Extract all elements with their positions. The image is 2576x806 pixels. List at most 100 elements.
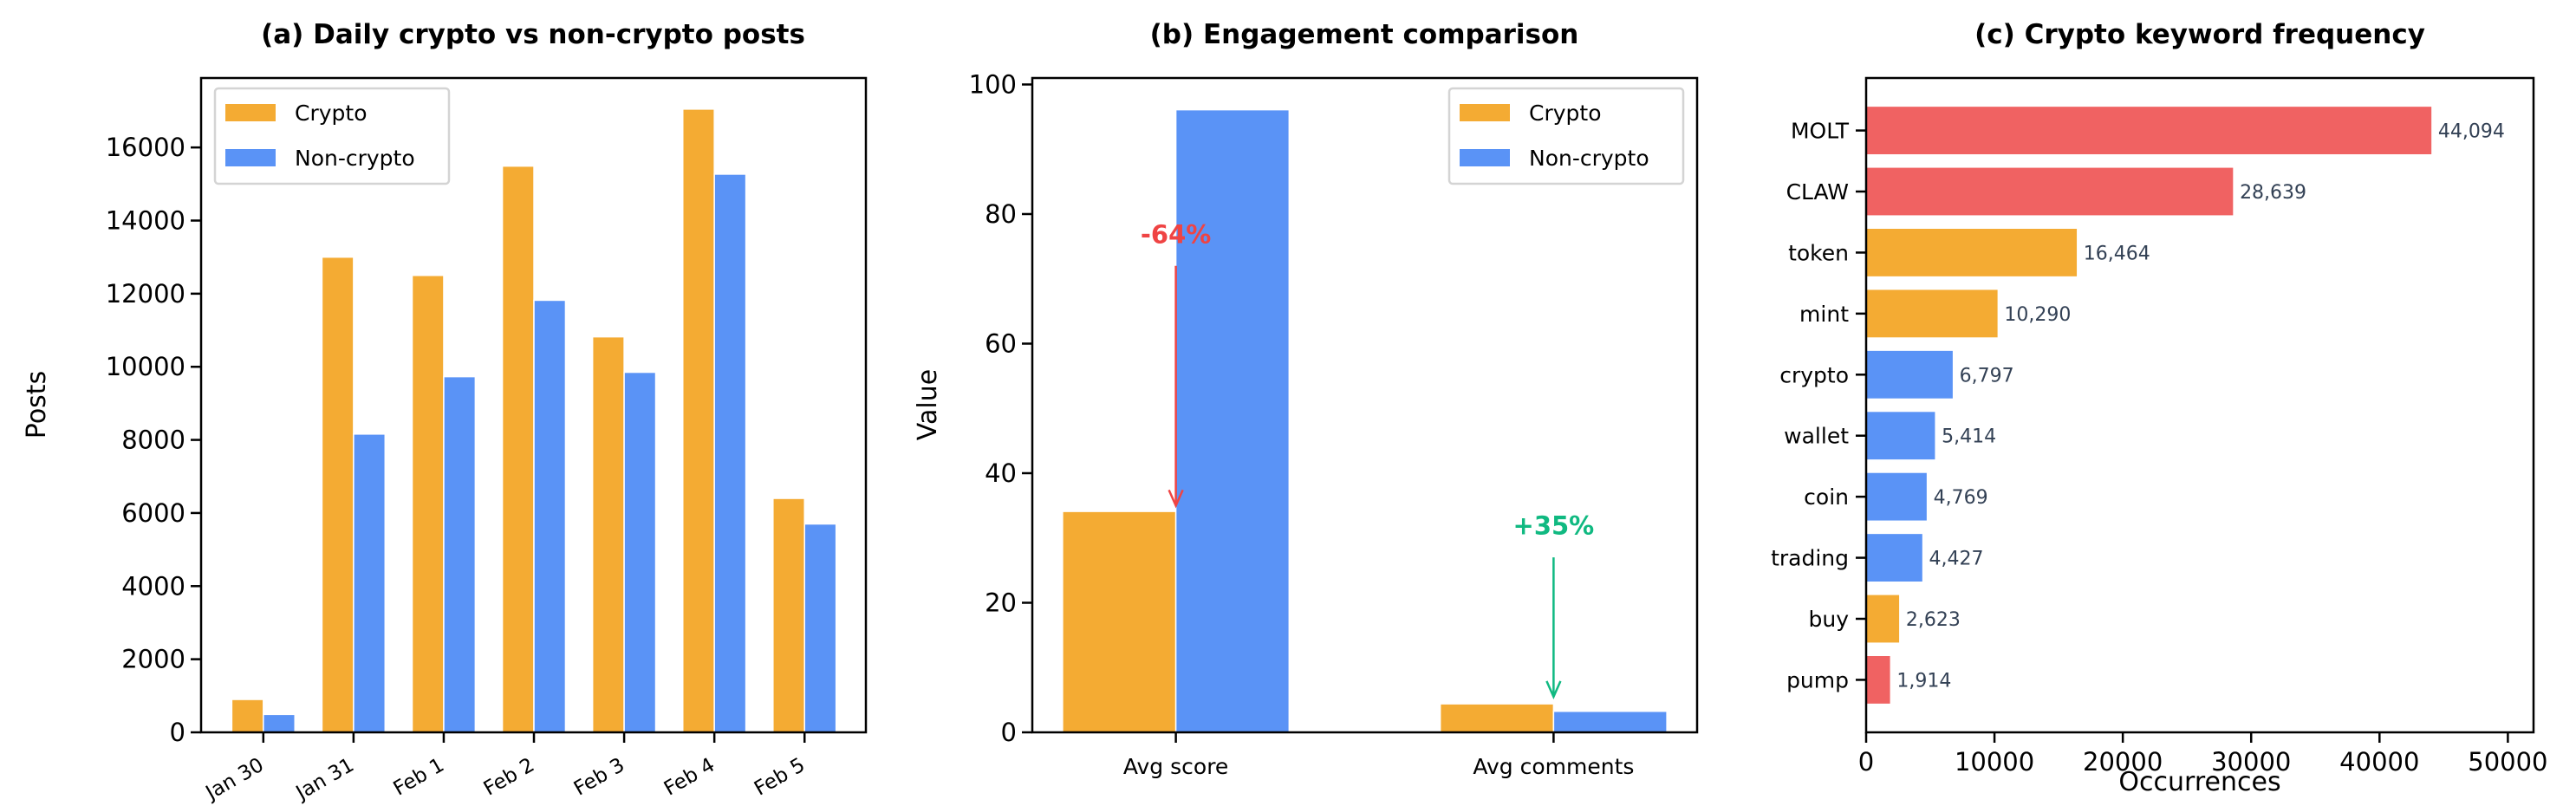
legend-label-crypto: Crypto: [1529, 101, 1602, 126]
x-tick-label: Avg score: [1123, 754, 1228, 779]
x-tick-label: Feb 3: [570, 754, 628, 801]
y-tick-label: pump: [1786, 667, 1849, 692]
bar-crypto-feb-3: [591, 335, 625, 733]
y-tick-label: 0: [170, 718, 185, 747]
value-label: 16,464: [2084, 243, 2150, 264]
panel-c-title: (c) Crypto keyword frequency: [1974, 19, 2425, 50]
legend-label-non-crypto: Non-crypto: [295, 146, 415, 171]
y-tick-label: MOLT: [1791, 119, 1850, 144]
x-tick-label: 40000: [2339, 747, 2419, 777]
bar-crypto-feb-2: [501, 165, 535, 733]
legend-label-non-crypto: Non-crypto: [1529, 146, 1649, 171]
y-tick-label: 60: [985, 328, 1017, 358]
panel-a-title: (a) Daily crypto vs non-crypto posts: [261, 19, 805, 50]
y-tick-label: 14000: [106, 205, 185, 235]
bar-non-crypto-feb-3: [623, 371, 657, 733]
bar-molt: [1865, 105, 2433, 156]
bar-non-crypto-jan-30: [263, 713, 296, 733]
bar-non-crypto-avg-score: [1174, 108, 1291, 733]
bar-wallet: [1865, 410, 1936, 461]
panel-c-xlabel: Occurrences: [2118, 767, 2280, 797]
y-tick-label: 2000: [121, 645, 185, 674]
bar-pump: [1865, 654, 1892, 705]
annotation-label: -64%: [1141, 219, 1211, 249]
legend-swatch-non-crypto: [225, 149, 276, 166]
y-tick-label: crypto: [1779, 362, 1849, 387]
panel-b-title: (b) Engagement comparison: [1150, 19, 1579, 50]
x-tick-label: 50000: [2468, 747, 2547, 777]
value-label: 10,290: [2004, 304, 2071, 326]
bar-mint: [1865, 288, 2000, 339]
legend-swatch-crypto: [225, 104, 276, 121]
bar-non-crypto-feb-1: [443, 375, 477, 733]
value-label: 5,414: [1942, 426, 1996, 448]
x-tick-label: Jan 31: [291, 754, 358, 806]
y-tick-label: CLAW: [1786, 179, 1849, 205]
panel-b-ylabel: Value: [913, 369, 943, 440]
x-tick-label: Feb 5: [751, 754, 809, 801]
value-label: 44,094: [2438, 121, 2505, 143]
y-tick-label: 4000: [121, 571, 185, 601]
bar-crypto-avg-score: [1062, 510, 1177, 733]
y-tick-label: 0: [1001, 718, 1017, 747]
y-tick-label: buy: [1808, 607, 1849, 632]
legend-label-crypto: Crypto: [295, 101, 368, 126]
bar-non-crypto-feb-5: [803, 523, 837, 733]
bar-non-crypto-jan-31: [353, 433, 387, 733]
bar-non-crypto-feb-2: [533, 299, 567, 733]
y-tick-label: 80: [985, 199, 1017, 229]
value-label: 28,639: [2240, 182, 2306, 204]
x-tick-label: Feb 4: [660, 754, 719, 801]
value-label: 4,427: [1929, 549, 1984, 570]
y-tick-label: token: [1788, 240, 1849, 265]
bar-crypto-feb-5: [772, 497, 805, 733]
axes-frame: [1031, 76, 1699, 734]
bar-non-crypto-feb-4: [713, 173, 747, 733]
y-tick-label: 10000: [106, 352, 185, 381]
y-tick-label: 20: [985, 588, 1017, 617]
panel-b: (b) Engagement comparison Value 0 20 40 60 8…: [913, 19, 1699, 779]
y-tick-label: 100: [969, 69, 1017, 99]
x-tick-label: Jan 30: [201, 754, 268, 806]
x-tick-label: 20000: [2083, 747, 2163, 777]
arrow-down-icon: [1545, 680, 1562, 699]
y-tick-label: mint: [1799, 302, 1849, 327]
bar-crypto-feb-1: [411, 275, 445, 733]
y-tick-label: 6000: [121, 498, 185, 528]
value-label: 2,623: [1906, 609, 1961, 631]
x-tick-label: 30000: [2211, 747, 2291, 777]
x-tick-label: 10000: [1955, 747, 2034, 777]
bar-token: [1865, 227, 2078, 278]
y-tick-label: 16000: [106, 133, 185, 162]
y-tick-label: trading: [1771, 546, 1849, 571]
panel-a: (a) Daily crypto vs non-crypto posts Pos…: [22, 19, 868, 806]
legend-swatch-non-crypto: [1460, 149, 1510, 166]
arrow-down-icon: [1168, 489, 1184, 509]
annotation-label: +35%: [1513, 511, 1595, 541]
y-tick-label: coin: [1804, 484, 1849, 510]
bar-crypto-feb-4: [681, 108, 715, 733]
y-tick-label: 40: [985, 458, 1017, 488]
y-tick-label: 12000: [106, 279, 185, 309]
x-tick-label: Avg comments: [1473, 754, 1634, 779]
bar-crypto-avg-comments: [1439, 703, 1555, 733]
bar-crypto-jan-31: [321, 256, 355, 733]
legend-swatch-crypto: [1460, 104, 1510, 121]
bar-trading: [1865, 532, 1924, 583]
y-tick-label: 8000: [121, 426, 185, 455]
value-label: 4,769: [1934, 487, 1988, 509]
x-tick-label: 0: [1858, 747, 1874, 777]
bar-non-crypto-avg-comments: [1552, 710, 1668, 733]
x-tick-label: Feb 1: [390, 754, 448, 801]
axes-frame: [1864, 76, 2535, 734]
x-tick-label: Feb 2: [480, 754, 538, 801]
bar-coin: [1865, 471, 1929, 523]
y-tick-label: wallet: [1784, 424, 1849, 449]
panel-a-ylabel: Posts: [22, 371, 52, 439]
bar-crypto-jan-30: [231, 699, 264, 733]
value-label: 6,797: [1960, 365, 2014, 387]
bar-crypto: [1865, 349, 1955, 400]
bar-buy: [1865, 594, 1901, 644]
value-label: 1,914: [1896, 670, 1951, 692]
